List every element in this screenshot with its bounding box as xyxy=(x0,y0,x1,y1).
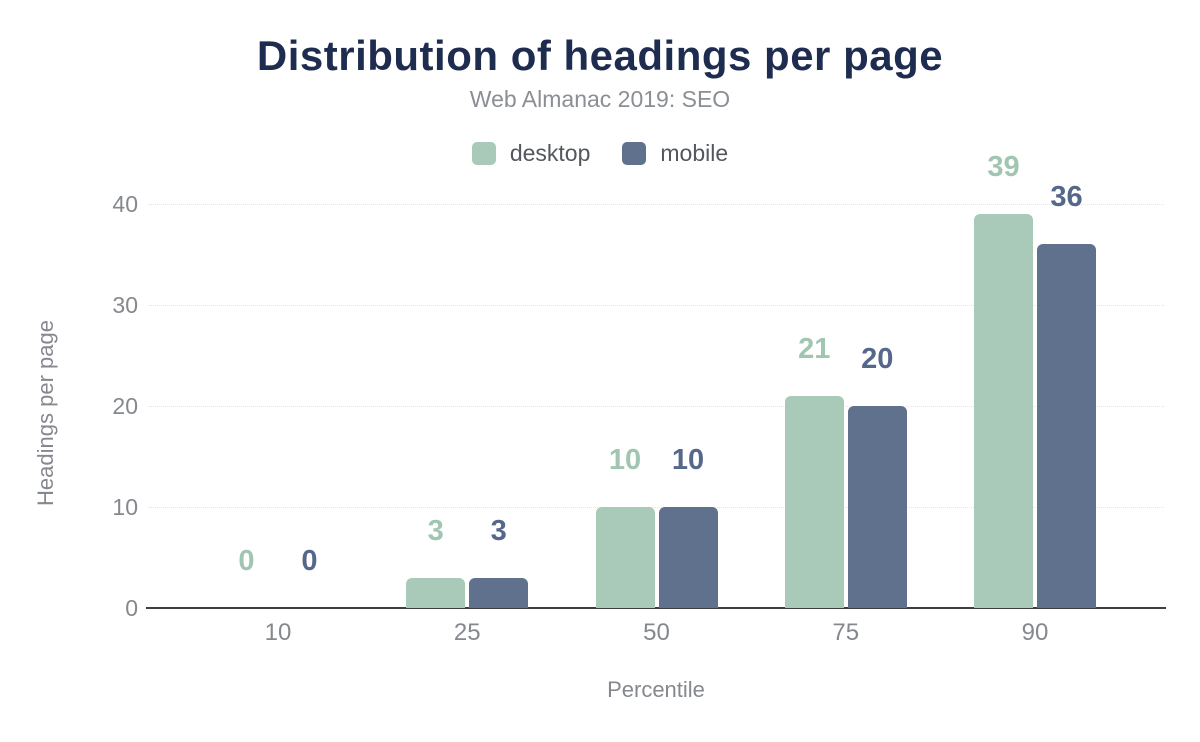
bar-mobile-p90 xyxy=(1037,244,1096,608)
value-label-desktop-p10: 0 xyxy=(238,545,255,577)
x-tick-label-10: 10 xyxy=(264,619,292,646)
bar-desktop-p90 xyxy=(974,214,1033,608)
value-label-mobile-p10: 0 xyxy=(301,545,318,577)
bar-desktop-p75 xyxy=(784,396,844,608)
value-label-desktop-p90: 39 xyxy=(987,151,1020,183)
bar-desktop-p25 xyxy=(406,578,466,608)
gridline-10 xyxy=(148,507,1164,508)
bar-desktop-p50 xyxy=(595,507,655,608)
chart-subtitle: Web Almanac 2019: SEO xyxy=(469,86,731,112)
value-label-desktop-p50: 10 xyxy=(608,444,642,476)
bar-mobile-p50 xyxy=(658,507,718,608)
y-tick-label-10: 10 xyxy=(112,494,138,520)
legend-label-mobile: mobile xyxy=(660,140,729,166)
x-axis-title: Percentile xyxy=(607,677,705,702)
desktop-swatch-icon xyxy=(471,142,496,165)
value-label-desktop-p25: 3 xyxy=(427,515,444,547)
bar-mobile-p75 xyxy=(847,406,907,608)
y-tick-label-30: 30 xyxy=(112,292,138,318)
legend-item-mobile[interactable]: mobile xyxy=(622,140,728,167)
gridline-20 xyxy=(148,406,1164,407)
bar-mobile-p25 xyxy=(469,578,529,608)
value-label-mobile-p50: 10 xyxy=(671,444,705,476)
value-label-mobile-p25: 3 xyxy=(490,515,507,547)
chart-title: Distribution of headings per page xyxy=(256,32,944,79)
x-tick-label-50: 50 xyxy=(643,619,670,646)
y-tick-label-40: 40 xyxy=(112,191,138,217)
gridline-40 xyxy=(148,204,1164,205)
legend-item-desktop[interactable]: desktop xyxy=(471,140,591,167)
gridline-30 xyxy=(148,305,1164,306)
value-label-desktop-p75: 21 xyxy=(798,333,831,365)
x-tick-label-75: 75 xyxy=(832,619,860,646)
value-label-mobile-p90: 36 xyxy=(1050,181,1083,213)
mobile-swatch-icon xyxy=(622,142,647,165)
legend-label-desktop: desktop xyxy=(509,140,591,166)
value-label-mobile-p75: 20 xyxy=(861,343,894,375)
x-tick-label-25: 25 xyxy=(453,619,481,646)
y-tick-label-20: 20 xyxy=(112,393,138,419)
x-tick-label-90: 90 xyxy=(1021,619,1049,646)
y-axis-title: Headings per page xyxy=(33,320,58,506)
y-tick-label-0: 0 xyxy=(125,595,138,621)
legend: desktop mobile xyxy=(0,140,1200,167)
x-axis-line xyxy=(146,607,1166,609)
